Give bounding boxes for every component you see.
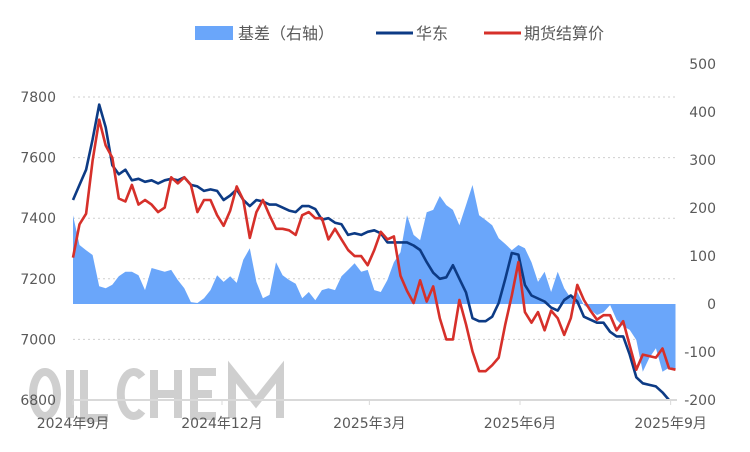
watermark-letter-l xyxy=(80,370,108,422)
watermark-letter-m xyxy=(228,360,284,418)
y-right-tick-label: 200 xyxy=(689,201,716,217)
y-left-tick-label: 7800 xyxy=(20,90,56,106)
y-right-tick-label: 100 xyxy=(689,249,716,265)
y-left-tick-label: 7200 xyxy=(20,272,56,288)
y-right-tick-label: 500 xyxy=(689,57,716,73)
watermark-letter-o xyxy=(29,368,61,420)
watermark-letter-h xyxy=(150,370,182,418)
y-left-tick-label: 7000 xyxy=(20,332,56,348)
watermark-letter-e xyxy=(190,368,216,420)
legend: 基差（右轴） 华东 期货结算价 xyxy=(195,24,604,43)
legend-swatch-basis xyxy=(195,26,233,40)
y-right-tick-label: 400 xyxy=(689,105,716,121)
huadong-line xyxy=(71,103,670,401)
y-left-tick-label: 7400 xyxy=(20,211,56,227)
x-tick-label: 2024年12月 xyxy=(181,416,262,432)
y-right-tick-label: -100 xyxy=(684,345,716,361)
axes: 6800 7000 7200 7400 7600 7800 -200 -100 0 100 200 3… xyxy=(20,57,716,432)
x-tick-label: 2025年3月 xyxy=(333,416,406,432)
legend-label-futures: 期货结算价 xyxy=(524,24,604,43)
futures-line xyxy=(71,118,676,373)
y-right-tick-label: 0 xyxy=(707,297,716,313)
y-left-tick-label: 7600 xyxy=(20,151,56,167)
x-tick-label: 2025年9月 xyxy=(634,416,707,432)
legend-label-huadong: 华东 xyxy=(416,24,448,43)
x-tick-label: 2024年9月 xyxy=(37,416,110,432)
price-line-series xyxy=(71,103,676,401)
y-right-tick-label: -200 xyxy=(684,393,716,409)
watermark-letter-c xyxy=(116,368,146,420)
x-tick-label: 2025年6月 xyxy=(484,416,557,432)
legend-label-basis: 基差（右轴） xyxy=(238,24,334,43)
watermark-logo xyxy=(29,360,284,422)
y-right-tick-label: 300 xyxy=(689,153,716,169)
y-left-tick-label: 6800 xyxy=(20,393,56,409)
